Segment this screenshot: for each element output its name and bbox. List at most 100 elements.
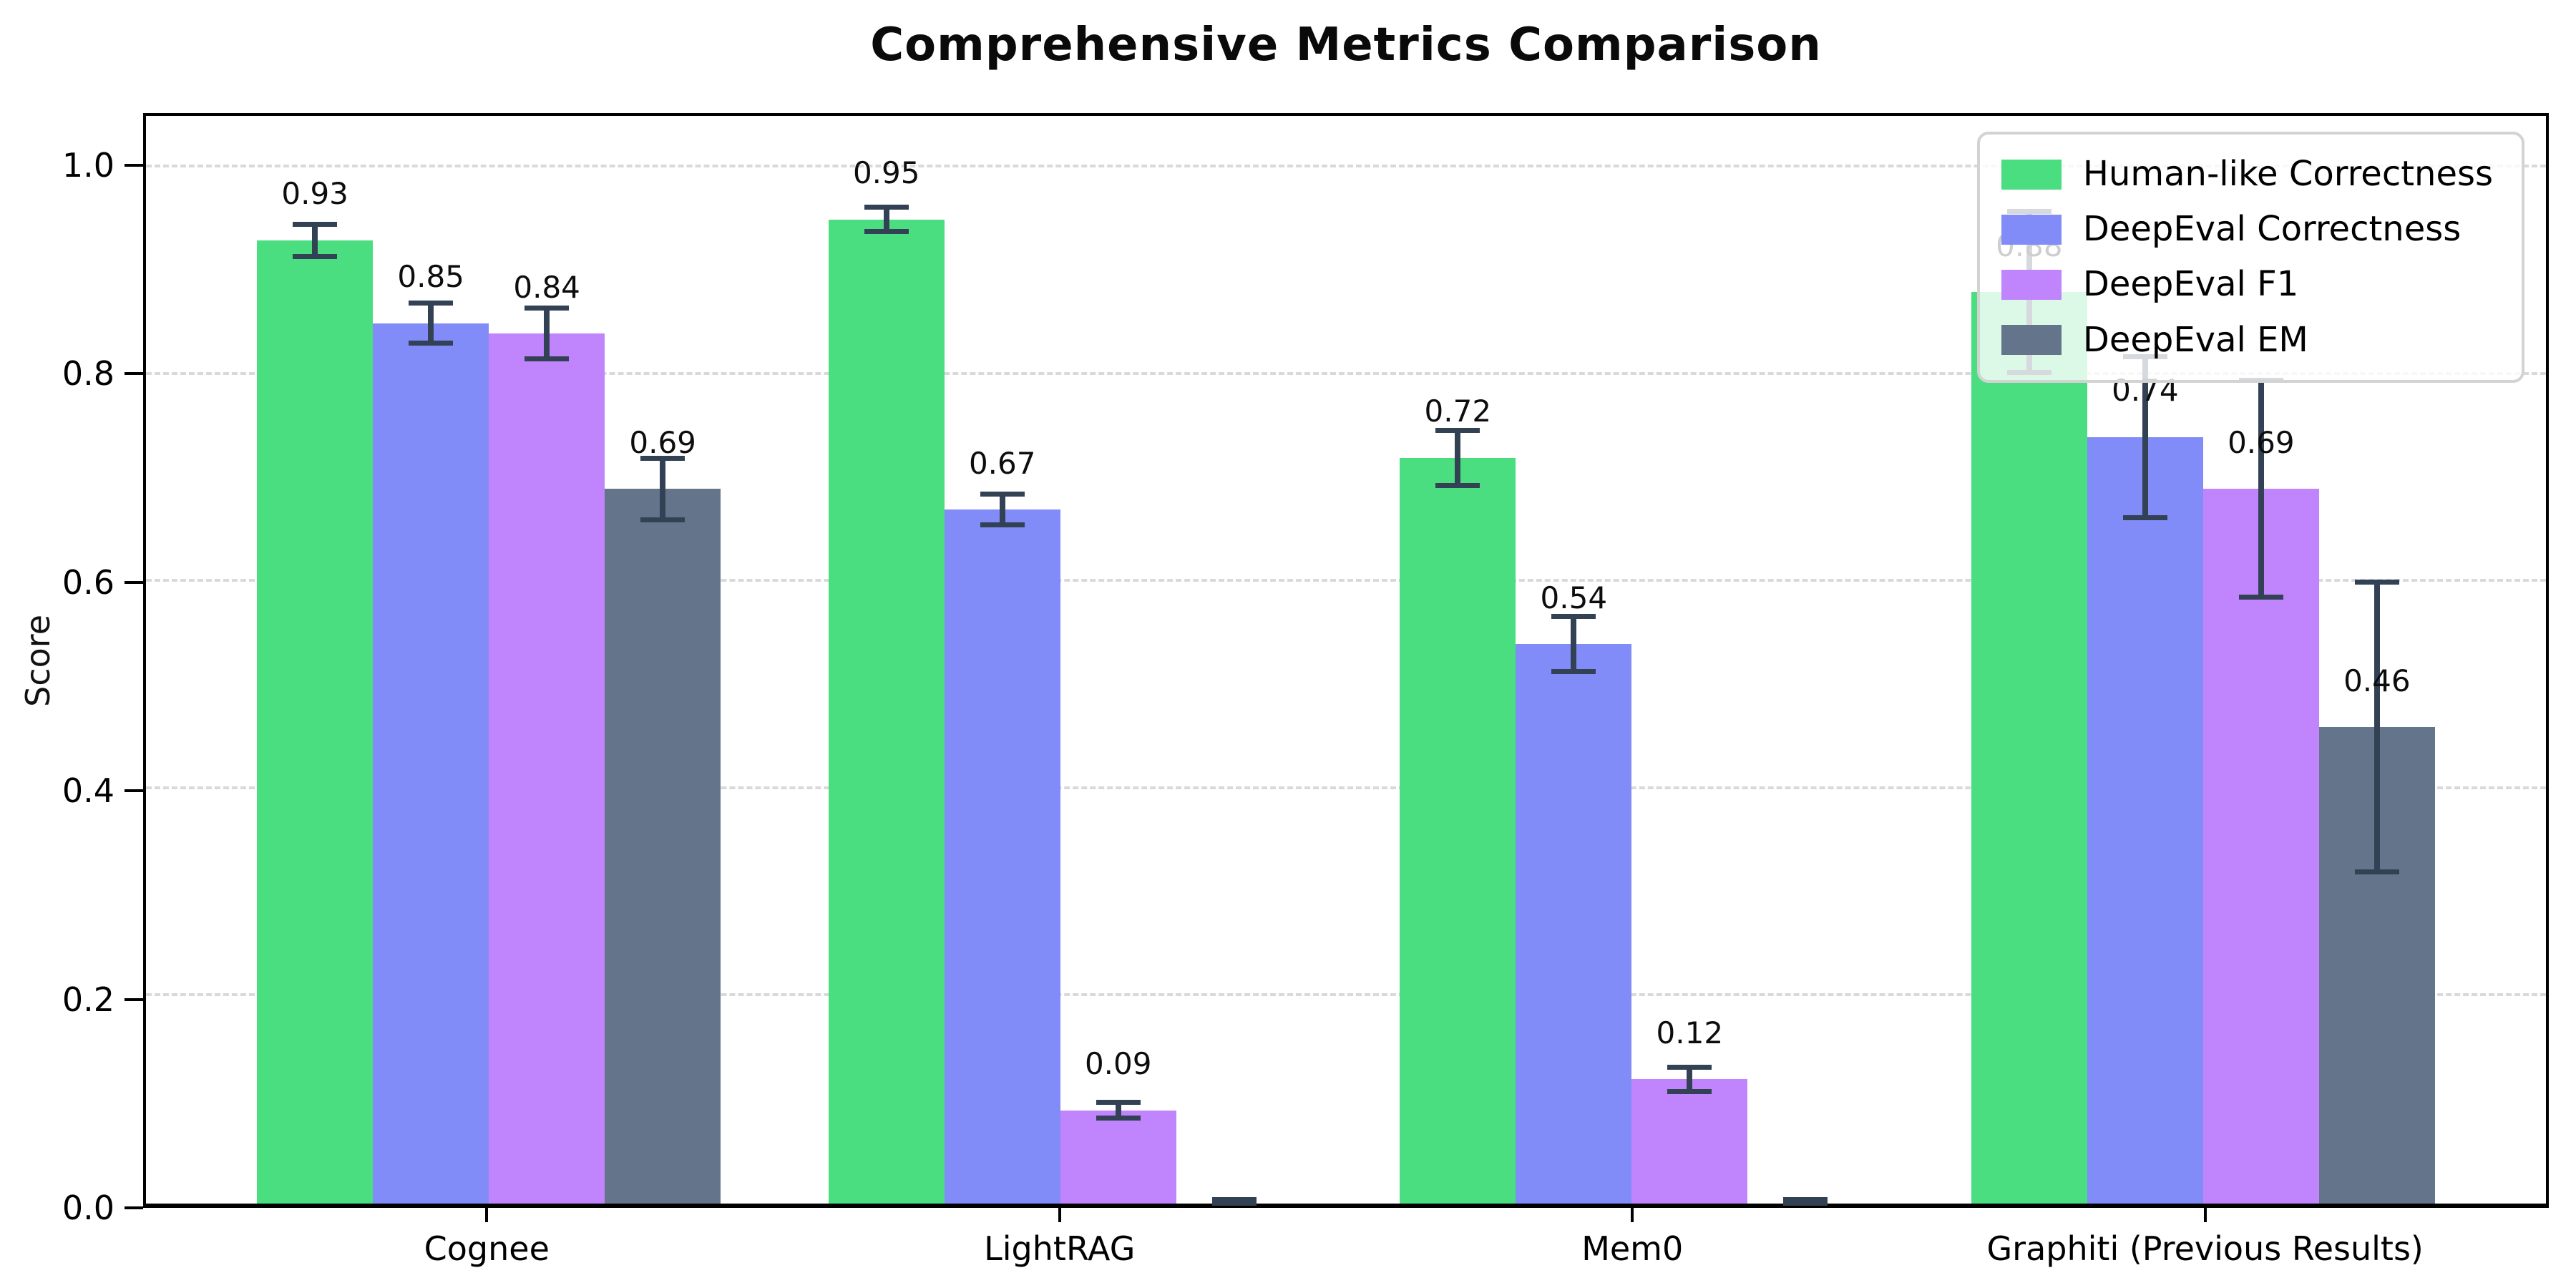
error-bar-cap-top bbox=[409, 300, 454, 306]
legend-swatch bbox=[2001, 325, 2062, 356]
legend-item: Human-like Correctness bbox=[2001, 154, 2493, 194]
error-bar-line bbox=[544, 307, 550, 360]
legend-swatch bbox=[2001, 214, 2062, 245]
bar-wrap: 0.74 bbox=[2087, 116, 2203, 1204]
bar-group-3: 0.72 0.54 0.12 bbox=[1400, 116, 1863, 1206]
error-bar-line bbox=[883, 207, 889, 233]
error-bar-cap-bottom bbox=[1783, 1201, 1828, 1206]
error-bar-cap-top bbox=[1211, 1197, 1257, 1203]
bar-value-label: 0.72 bbox=[1424, 394, 1492, 429]
bar bbox=[944, 509, 1060, 1204]
bar bbox=[1516, 644, 1632, 1204]
bar-wrap: 0.46 bbox=[2318, 116, 2435, 1204]
x-tick-mark bbox=[2203, 1208, 2207, 1222]
error-bar-line bbox=[2258, 380, 2264, 598]
bar-group-1: 0.93 0.85 0.84 0.69 bbox=[257, 116, 721, 1204]
error-bar-cap-bottom bbox=[1551, 669, 1596, 675]
gridline bbox=[146, 786, 2546, 789]
bar-value-label: 0.54 bbox=[1540, 580, 1608, 615]
legend-label: DeepEval Correctness bbox=[2082, 209, 2462, 250]
gridline bbox=[146, 371, 2546, 375]
error-bar-cap-top bbox=[1667, 1064, 1712, 1070]
error-bar-cap-bottom bbox=[864, 229, 909, 235]
legend-item: DeepEval F1 bbox=[2001, 265, 2493, 304]
error-bar-line bbox=[2142, 356, 2148, 518]
y-tick-mark bbox=[125, 997, 143, 1001]
bar-wrap: 0.69 bbox=[2202, 116, 2319, 1204]
error-bar-cap-top bbox=[525, 305, 570, 311]
error-bar-cap-top bbox=[1551, 614, 1596, 620]
error-bar-cap-top bbox=[1435, 427, 1480, 433]
legend-label: Human-like Correctness bbox=[2082, 154, 2493, 194]
error-bar-cap-bottom bbox=[525, 356, 570, 362]
error-bar-line bbox=[2373, 582, 2380, 872]
bar-wrap: 0.67 bbox=[944, 116, 1060, 1204]
legend-swatch bbox=[2001, 269, 2062, 300]
bar bbox=[373, 323, 489, 1204]
legend-label: DeepEval EM bbox=[2082, 319, 2308, 360]
gridline bbox=[146, 579, 2546, 582]
error-bar-cap-bottom bbox=[293, 253, 338, 259]
error-bar-cap-bottom bbox=[2122, 514, 2167, 520]
bar-wrap: 0.93 bbox=[257, 116, 374, 1204]
bar-value-label: 0.46 bbox=[2343, 663, 2411, 698]
y-tick-mark bbox=[125, 163, 143, 167]
bar-wrap bbox=[1176, 116, 1292, 1206]
bar bbox=[1060, 1110, 1176, 1204]
bar bbox=[2087, 436, 2203, 1204]
error-bar-cap-bottom bbox=[640, 517, 686, 522]
bar-wrap: 0.85 bbox=[373, 116, 489, 1204]
legend: Human-like Correctness DeepEval Correctne… bbox=[1976, 132, 2524, 383]
y-axis-label: Score bbox=[19, 614, 57, 707]
bar-value-label: 0.69 bbox=[2228, 424, 2295, 460]
x-tick-label-3: Mem0 bbox=[1581, 1229, 1684, 1268]
bar-value-label: 0.93 bbox=[281, 176, 348, 212]
gridline bbox=[146, 993, 2546, 997]
error-bar-line bbox=[1115, 1102, 1121, 1119]
bar bbox=[1631, 1079, 1748, 1204]
error-bar-line bbox=[312, 223, 318, 257]
bar-wrap: 0.69 bbox=[605, 116, 721, 1204]
legend-item: DeepEval Correctness bbox=[2001, 209, 2493, 250]
bar-value-label: 0.67 bbox=[968, 445, 1036, 481]
bar-wrap: 0.09 bbox=[1060, 116, 1176, 1204]
bar-wrap: 0.84 bbox=[489, 116, 605, 1204]
bar-wrap: 0.72 bbox=[1400, 116, 1516, 1204]
y-tick-mark bbox=[125, 1206, 143, 1209]
bar-value-label: 0.95 bbox=[852, 155, 920, 191]
bar-wrap: 0.12 bbox=[1631, 116, 1748, 1204]
legend-swatch bbox=[2001, 159, 2062, 190]
bar-value-label: 0.69 bbox=[629, 424, 696, 460]
error-bar-cap-bottom bbox=[409, 341, 454, 346]
error-bar-cap-bottom bbox=[2354, 869, 2399, 874]
error-bar-line bbox=[1687, 1066, 1693, 1092]
bar-group-4: 0.880.740.690.46 bbox=[1971, 116, 2435, 1204]
bar bbox=[257, 240, 374, 1204]
error-bar-line bbox=[1455, 429, 1461, 486]
error-bar-cap-top bbox=[1096, 1100, 1141, 1106]
x-tick-mark bbox=[1631, 1208, 1634, 1222]
error-bar-line bbox=[1571, 616, 1577, 673]
bar-group-2: 0.95 0.67 0.09 bbox=[828, 116, 1292, 1206]
legend-label: DeepEval F1 bbox=[2082, 264, 2299, 305]
x-tick-label-4: Graphiti (Previous Results) bbox=[1986, 1229, 2424, 1268]
y-tick-mark bbox=[125, 372, 143, 376]
x-tick-mark bbox=[1058, 1208, 1061, 1222]
error-bar-cap-bottom bbox=[1435, 482, 1480, 488]
bar bbox=[489, 333, 605, 1204]
bar bbox=[605, 489, 721, 1204]
x-tick-mark bbox=[485, 1208, 489, 1222]
bar-value-label: 0.84 bbox=[513, 269, 580, 305]
error-bar-cap-bottom bbox=[1211, 1201, 1257, 1206]
error-bar-cap-bottom bbox=[1667, 1088, 1712, 1094]
error-bar-cap-bottom bbox=[980, 522, 1025, 527]
error-bar-cap-top bbox=[640, 455, 686, 461]
bar bbox=[1400, 457, 1516, 1204]
error-bar-cap-bottom bbox=[1096, 1116, 1141, 1121]
bar-value-label: 0.12 bbox=[1656, 1015, 1724, 1050]
y-tick-mark bbox=[125, 580, 143, 584]
bar bbox=[1971, 292, 2087, 1204]
bar bbox=[2202, 489, 2319, 1204]
error-bar-cap-top bbox=[1783, 1197, 1828, 1203]
